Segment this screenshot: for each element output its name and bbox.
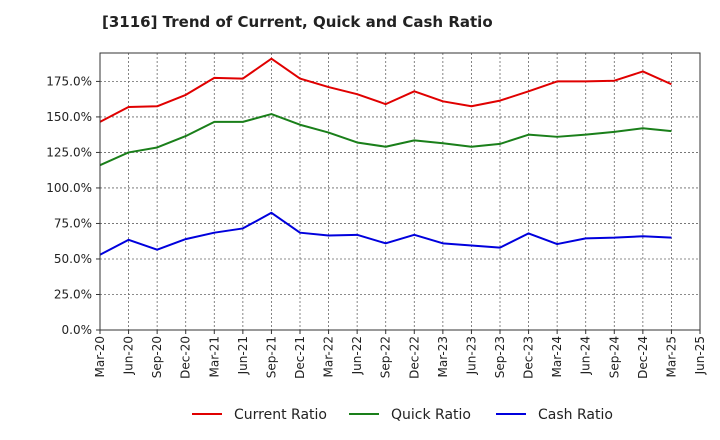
legend-label-quick-ratio: Quick Ratio	[391, 407, 471, 423]
x-tick-label: Sep-21	[264, 336, 278, 378]
x-tick-label: Dec-22	[407, 336, 421, 379]
x-tick-label: Mar-21	[207, 336, 221, 377]
x-tick-label: Dec-24	[636, 336, 650, 379]
x-tick-label: Jun-21	[236, 336, 250, 375]
x-tick-label: Jun-25	[693, 336, 707, 375]
plot-frame	[99, 52, 701, 331]
x-tick-label: Mar-25	[664, 336, 678, 377]
y-tick-label: 125.0%	[46, 145, 92, 159]
quick-ratio-line	[99, 113, 672, 167]
chart-title: [3116] Trend of Current, Quick and Cash …	[102, 13, 493, 31]
x-axis-ticks: Mar-20 Jun-20 Sep-20 Dec-20 Mar-21 Jun-21 Sep-…	[93, 330, 707, 379]
x-tick-label: Sep-23	[493, 336, 507, 378]
x-tick-label: Dec-20	[179, 336, 193, 379]
legend-label-cash-ratio: Cash Ratio	[538, 407, 613, 423]
y-axis-ticks: 0.0% 25.0% 50.0% 75.0% 100.0% 125.0% 150.0% 175…	[46, 74, 100, 337]
x-tick-label: Dec-21	[293, 336, 307, 379]
x-tick-label: Sep-20	[150, 336, 164, 378]
y-tick-label: 100.0%	[46, 181, 92, 195]
x-tick-label: Sep-22	[379, 336, 393, 378]
legend: Current Ratio Quick Ratio Cash Ratio	[192, 407, 613, 423]
legend-label-current-ratio: Current Ratio	[234, 407, 327, 423]
cash-ratio-line	[99, 211, 672, 256]
x-tick-label: Mar-23	[436, 336, 450, 377]
x-tick-label: Dec-23	[522, 336, 536, 379]
y-tick-label: 0.0%	[62, 323, 93, 337]
y-tick-label: 150.0%	[46, 110, 92, 124]
x-tick-label: Mar-24	[550, 336, 564, 377]
x-tick-label: Jun-22	[350, 336, 364, 375]
y-tick-label: 25.0%	[54, 287, 92, 301]
y-tick-label: 50.0%	[54, 252, 92, 266]
x-tick-label: Sep-24	[607, 336, 621, 378]
y-tick-label: 75.0%	[54, 216, 92, 230]
x-tick-label: Jun-20	[122, 336, 136, 375]
x-tick-label: Mar-22	[322, 336, 336, 377]
current-ratio-line	[99, 57, 672, 123]
grid-lines	[99, 53, 701, 331]
y-tick-label: 175.0%	[46, 74, 92, 88]
x-tick-label: Jun-24	[579, 336, 593, 375]
x-tick-label: Mar-20	[93, 336, 107, 377]
x-tick-label: Jun-23	[464, 336, 478, 375]
series-lines	[99, 57, 672, 256]
